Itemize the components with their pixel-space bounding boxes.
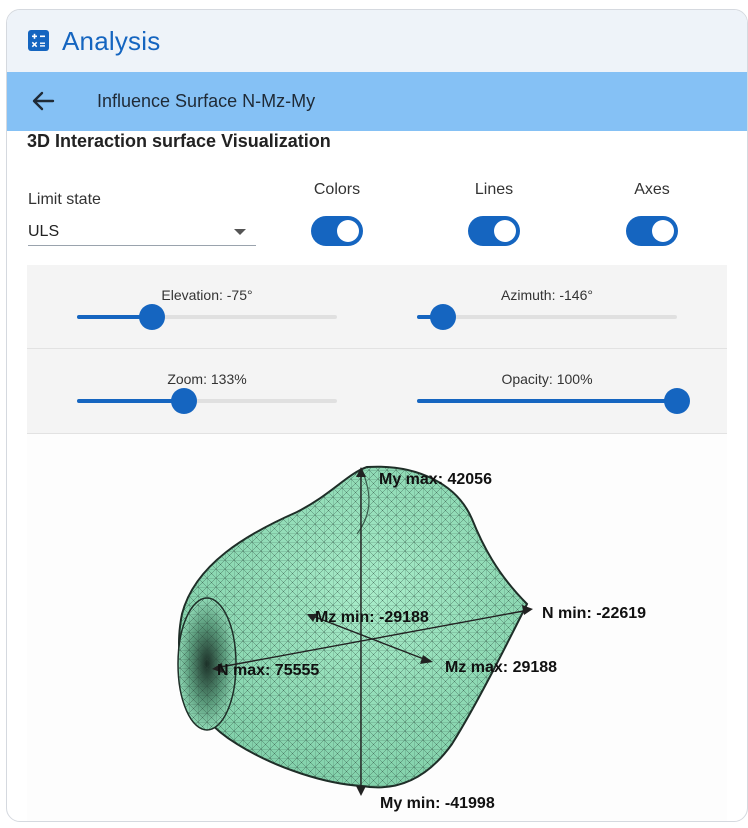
toggle-knob — [337, 220, 359, 242]
slider-divider — [27, 348, 727, 349]
interaction-surface-view[interactable]: My max: 42056 My min: -41998 N min: -226… — [27, 434, 727, 821]
slider-thumb[interactable] — [430, 304, 456, 330]
my-min-label: My min: -41998 — [380, 795, 495, 812]
elevation-label: Elevation: -75° — [161, 287, 253, 303]
mz-max-label: Mz max: 29188 — [445, 659, 557, 676]
azimuth-slider[interactable] — [417, 304, 677, 330]
surface-canvas[interactable]: My max: 42056 My min: -41998 N min: -226… — [27, 434, 727, 821]
axes-toggle[interactable] — [626, 216, 678, 246]
axes — [212, 467, 533, 796]
mz-min-label: Mz min: -29188 — [315, 609, 429, 626]
dropdown-arrow-icon — [234, 229, 246, 235]
limit-state-value: ULS — [28, 223, 60, 240]
zoom-label: Zoom: 133% — [167, 371, 247, 387]
opacity-slider[interactable] — [417, 388, 690, 414]
axes-toggle-label: Axes — [634, 181, 670, 198]
surface-mesh — [177, 465, 529, 789]
limit-state-label: Limit state — [28, 191, 101, 208]
toolbar: Influence Surface N-Mz-My — [7, 72, 747, 131]
slider-thumb[interactable] — [664, 388, 690, 414]
section-title: 3D Interaction surface Visualization — [27, 131, 331, 151]
elevation-slider[interactable] — [77, 304, 337, 330]
calculator-icon — [28, 30, 49, 51]
analysis-card: Analysis Influence Surface N-Mz-My 3D In… — [6, 9, 748, 822]
toggle-knob — [494, 220, 516, 242]
slider-fill — [77, 315, 152, 319]
slider-fill — [77, 399, 184, 403]
my-max-label: My max: 42056 — [379, 471, 492, 488]
n-min-label: N min: -22619 — [542, 605, 646, 622]
zoom-slider[interactable] — [77, 388, 337, 414]
arrow-left-icon[interactable] — [29, 87, 57, 115]
slider-panel: Elevation: -75° Azimuth: -146° Zoom: 133… — [27, 265, 727, 434]
app-title: Analysis — [62, 26, 161, 56]
n-max-label: N max: 75555 — [217, 662, 319, 679]
opacity-label: Opacity: 100% — [501, 371, 593, 387]
slider-fill — [417, 399, 677, 403]
colors-toggle-label: Colors — [313, 181, 361, 198]
lines-toggle[interactable] — [468, 216, 520, 246]
slider-thumb[interactable] — [171, 388, 197, 414]
slider-thumb[interactable] — [139, 304, 165, 330]
limit-state-select[interactable]: ULS — [28, 220, 256, 246]
azimuth-label: Azimuth: -146° — [501, 287, 593, 303]
colors-toggle[interactable] — [311, 216, 363, 246]
toggle-knob — [652, 220, 674, 242]
lines-toggle-label: Lines — [474, 181, 514, 198]
app-header: Analysis — [7, 10, 747, 73]
toolbar-title: Influence Surface N-Mz-My — [97, 91, 316, 111]
